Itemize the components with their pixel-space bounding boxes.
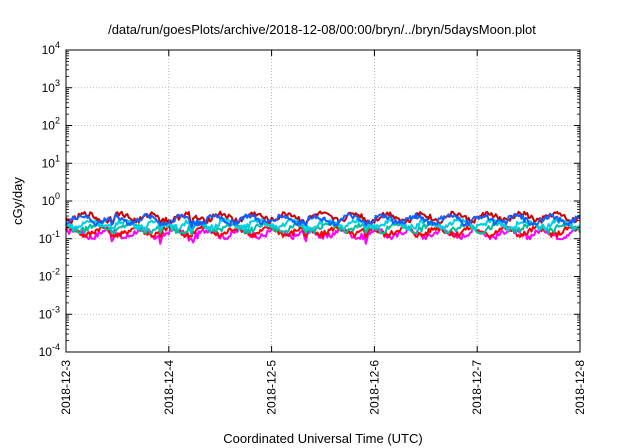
y-axis-title: cGy/day — [10, 177, 25, 225]
x-tick-label: 2018-12-6 — [367, 360, 381, 415]
plot-frame — [65, 49, 581, 353]
x-tick-label: 2018-12-5 — [265, 360, 279, 415]
x-tick-label: 2018-12-4 — [162, 360, 176, 415]
x-tick-label: 2018-12-3 — [59, 360, 73, 415]
y-axis: 10-4 10-3 10-2 10-1 100 101 102 103 104 — [39, 40, 580, 359]
x-tick-label: 2018-12-8 — [573, 360, 587, 415]
y-tick-label: 10-1 — [39, 229, 60, 246]
grid — [65, 49, 581, 353]
series-line — [65, 212, 581, 229]
y-tick-label: 102 — [42, 116, 60, 133]
y-tick-label: 100 — [42, 191, 60, 208]
y-tick-label: 10-3 — [39, 304, 60, 321]
series-line — [65, 210, 581, 227]
y-tick-label: 10-4 — [39, 342, 60, 359]
y-tick-label: 104 — [42, 40, 60, 57]
series-layer — [65, 210, 581, 245]
y-tick-label: 101 — [42, 153, 60, 170]
x-axis: 2018-12-3 2018-12-4 2018-12-5 2018-12-6 2018… — [59, 50, 587, 415]
x-axis-title: Coordinated Universal Time (UTC) — [223, 431, 422, 446]
series-line — [65, 224, 581, 239]
y-tick-label: 103 — [42, 78, 60, 95]
x-tick-label: 2018-12-7 — [470, 360, 484, 415]
chart-title: /data/run/goesPlots/archive/2018-12-08/0… — [108, 22, 536, 37]
y-tick-label: 10-2 — [39, 267, 60, 284]
